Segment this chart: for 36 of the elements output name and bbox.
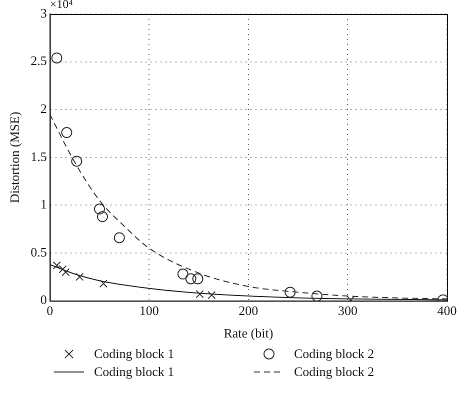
point	[196, 290, 204, 298]
point	[71, 156, 82, 167]
legend-label: Coding block 1	[94, 364, 174, 380]
point	[76, 272, 84, 281]
point	[192, 273, 204, 284]
point	[94, 204, 105, 215]
text: ×10⁴	[50, 0, 73, 12]
x-tick-label: 100	[139, 303, 159, 318]
point	[52, 261, 61, 270]
y-tick-label: 1	[40, 196, 47, 212]
legend-label: Coding block 1	[94, 346, 174, 362]
point	[114, 232, 125, 244]
point	[185, 273, 196, 284]
y-tick-label: 0	[40, 292, 47, 308]
y-tick-label: 1.5	[30, 148, 47, 164]
point	[208, 291, 216, 300]
x-axis-title: Rate (bit)	[224, 326, 274, 341]
y-tick-label: 2	[40, 101, 47, 116]
legend-label: Coding block 2	[294, 364, 374, 380]
point	[99, 280, 108, 288]
point	[284, 286, 296, 298]
point	[177, 268, 188, 280]
point	[61, 127, 72, 138]
point	[96, 211, 108, 222]
y-tick-label: 2.5	[30, 53, 47, 68]
point	[51, 52, 62, 64]
x-tick-label: 200	[238, 303, 258, 318]
y-axis-title: Distortion (MSE)	[7, 112, 22, 204]
legend-label: Coding block 2	[294, 346, 374, 362]
point	[62, 268, 70, 276]
x-tick-label: 300	[338, 303, 358, 318]
y-tick-label: 3	[40, 5, 47, 20]
point	[58, 265, 67, 274]
point	[311, 290, 322, 301]
x-tick-label: 400	[437, 303, 457, 318]
y-tick-label: 0.5	[30, 244, 47, 260]
